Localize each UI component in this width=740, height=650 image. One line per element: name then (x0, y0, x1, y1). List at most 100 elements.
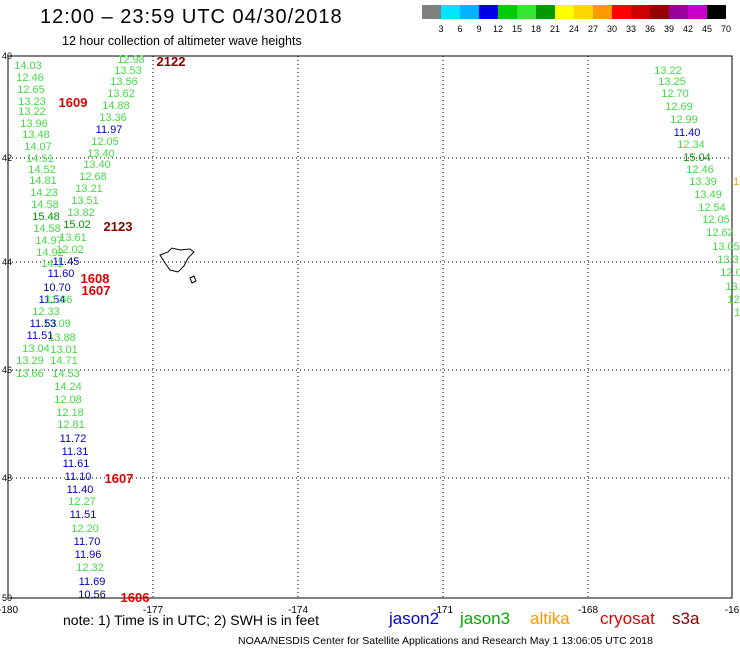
wave-height-label: 12.34 (677, 139, 705, 151)
wave-height-label: 13.05 (712, 241, 740, 253)
lon-tick-label: -180 (0, 605, 18, 616)
satellite-jason2: jason2 (389, 609, 440, 628)
wave-height-label: 12.18 (56, 407, 84, 419)
wave-height-label: 13.01 (50, 344, 78, 356)
wave-height-label: 13.3 (717, 254, 738, 266)
chart-title: 12:00 – 23:59 UTC 04/30/2018 (40, 6, 343, 28)
wave-height-label: 14.07 (24, 141, 52, 153)
legend-label: 18 (530, 24, 541, 34)
wave-height-label: 13.82 (67, 207, 95, 219)
footer-note: note: 1) Time is in UTC; 2) SWH is in fe… (63, 612, 319, 628)
legend-swatch (593, 5, 612, 19)
wave-height-label: 13.48 (22, 129, 50, 141)
lon-tick-label: -168 (578, 605, 598, 616)
legend-swatch (574, 5, 593, 19)
legend-swatch (536, 5, 555, 19)
wave-height-label: 11.51 (70, 509, 97, 521)
wave-height-label: 11.86 (46, 294, 73, 306)
wave-height-label: 11.40 (67, 484, 94, 496)
legend-swatch (498, 5, 517, 19)
lon-tick-label: -16 (725, 605, 740, 616)
chart-subtitle: 12 hour collection of altimeter wave hei… (62, 34, 302, 48)
wave-height-label: 1 (734, 307, 740, 319)
wave-height-label: 14.97 (35, 235, 63, 247)
time-label: 2123 (104, 219, 133, 234)
wave-height-label: 13.61 (59, 232, 87, 244)
wave-height-label: 13.66 (16, 368, 44, 380)
legend-label: 33 (625, 24, 636, 34)
legend-swatch (460, 5, 479, 19)
legend-label: 21 (549, 24, 560, 34)
wave-height-label: 13.62 (107, 88, 135, 100)
wave-height-label: 12.27 (68, 496, 96, 508)
wave-height-label: 14.71 (50, 355, 78, 367)
wave-height-label: 12.65 (17, 84, 45, 96)
wave-height-label: 13.51 (71, 195, 99, 207)
wave-height-label: 15.02 (63, 219, 91, 231)
wave-height-label: 12. (727, 294, 740, 306)
wave-height-label: 11.60 (48, 268, 75, 280)
time-label: 1606 (121, 590, 150, 605)
lat-tick-label: 42 (2, 153, 12, 163)
wave-height-label: 14.1 (41, 258, 62, 270)
wave-height-label: 13.22 (654, 65, 682, 77)
legend-swatch (555, 5, 574, 19)
wave-height-label: 10.56 (78, 589, 106, 601)
legend-label: 6 (457, 24, 463, 34)
wave-height-label: 12.46 (686, 164, 714, 176)
wave-height-label: 11.54 (39, 294, 66, 306)
legend-swatch (669, 5, 688, 19)
wave-height-label: 14.51 (26, 153, 54, 165)
legend-label: 70 (720, 24, 731, 34)
wave-height-label: 12.68 (79, 171, 107, 183)
wave-height-label: 11.53 (30, 318, 57, 330)
wave-height-label: 13.09 (43, 318, 71, 330)
legend-swatch (479, 5, 498, 19)
wave-height-label: 14.53 (52, 368, 80, 380)
wave-height-label: 15.48 (32, 211, 60, 223)
satellite-cryosat: cryosat (600, 609, 655, 628)
wave-height-label: 12.05 (91, 136, 119, 148)
legend-swatch (631, 5, 650, 19)
legend-label: 39 (663, 24, 674, 34)
lat-tick-label: 40 (2, 51, 12, 61)
satellite-s3a: s3a (672, 609, 700, 628)
wave-height-label: 12.08 (54, 394, 82, 406)
legend-swatch (441, 5, 460, 19)
legend-swatch (650, 5, 669, 19)
wave-height-label: 13.39 (689, 176, 717, 188)
wave-height-label: 14.58 (33, 223, 61, 235)
lat-tick-label: 48 (2, 473, 12, 483)
wave-height-label: 12.33 (32, 306, 60, 318)
legend-label: 12 (492, 24, 503, 34)
legend-label: 36 (644, 24, 655, 34)
legend-label: 27 (587, 24, 598, 34)
wave-height-label: 15.04 (683, 152, 711, 164)
wave-height-label: 11.61 (63, 458, 90, 470)
wave-height-label: 11.72 (60, 433, 87, 445)
time-label: 1608 (81, 271, 110, 286)
wave-height-label: 13.36 (99, 112, 127, 124)
wave-height-label: 12.02 (56, 244, 84, 256)
time-label: 1607 (82, 283, 111, 298)
lon-tick-label: -171 (433, 605, 453, 616)
wave-height-label: 11.10 (65, 471, 92, 483)
legend-label: 3 (438, 24, 444, 34)
wave-height-label: 13. (725, 281, 740, 293)
legend-label: 30 (606, 24, 617, 34)
wave-height-label: 13.21 (75, 183, 103, 195)
island-outline (159, 247, 195, 273)
wave-height-label: 13.53 (114, 65, 142, 77)
wave-height-label: 12.32 (76, 562, 104, 574)
wave-height-label: 12.99 (670, 114, 698, 126)
wave-height-label: 12.81 (57, 419, 85, 431)
wave-height-label: 12.46 (16, 72, 44, 84)
wave-height-label: 11.97 (96, 124, 123, 136)
wave-height-label: 12.05 (702, 214, 730, 226)
lon-tick-label: -177 (143, 605, 163, 616)
lat-tick-label: 46 (2, 365, 12, 375)
plot-frame (7, 55, 733, 599)
wave-height-label: 11.69 (79, 576, 106, 588)
lat-tick-label: 50 (2, 593, 12, 603)
